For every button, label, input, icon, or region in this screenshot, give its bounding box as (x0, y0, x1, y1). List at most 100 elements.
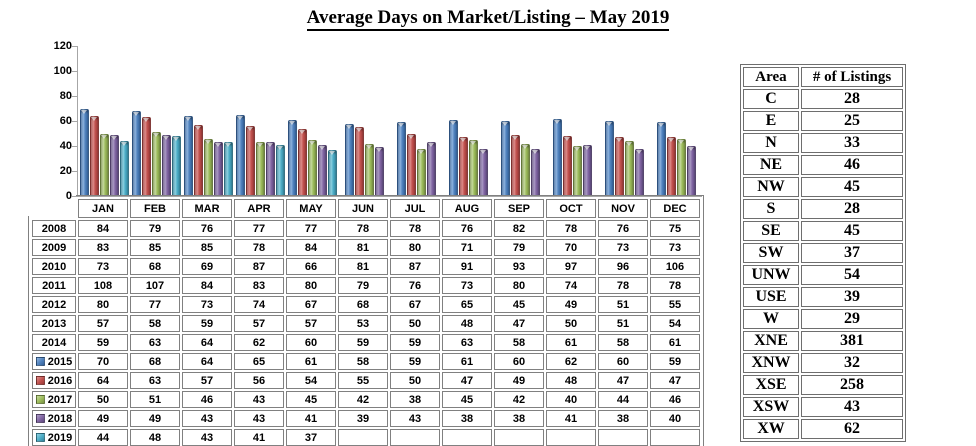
value-cell-2014-nov: 58 (598, 334, 648, 351)
value-cell-2013-dec: 54 (650, 315, 700, 332)
bar-2016-sep (510, 134, 520, 196)
y-tick-mark (72, 96, 77, 97)
bar-top-notch (512, 135, 518, 140)
value-cell-2015-apr: 65 (234, 353, 284, 370)
bar-2016-jan (89, 116, 99, 196)
count-cell: 28 (801, 89, 903, 109)
area-cell: USE (743, 287, 799, 307)
value-cell-2011-jan: 108 (78, 277, 128, 294)
bar-2016-apr (245, 126, 255, 196)
listings-row-e: E 25 (743, 111, 903, 131)
bar-top-notch (584, 145, 590, 150)
month-header-feb: FEB (130, 199, 180, 218)
value-cell-2012-dec: 55 (650, 296, 700, 313)
bar-2018-dec (686, 146, 696, 196)
bar-top-notch (299, 129, 305, 134)
area-cell: S (743, 199, 799, 219)
value-cell-2011-may: 80 (286, 277, 336, 294)
value-cell-2019-mar: 43 (182, 429, 232, 446)
y-tick-mark (72, 171, 77, 172)
bar-top-notch (101, 134, 107, 139)
value-cell-2014-apr: 62 (234, 334, 284, 351)
month-header-mar: MAR (182, 199, 232, 218)
value-cell-2019-jun (338, 429, 388, 446)
month-header-may: MAY (286, 199, 336, 218)
value-cell-2014-jul: 59 (390, 334, 440, 351)
bar-top-notch (205, 139, 211, 144)
bar-top-notch (185, 117, 191, 121)
bar-top-notch (564, 137, 570, 141)
count-cell: 37 (801, 243, 903, 263)
bar-2016-may (297, 128, 307, 196)
bar-top-notch (277, 145, 283, 150)
bar-2019-apr (275, 144, 285, 196)
value-cell-2010-dec: 106 (650, 258, 700, 275)
value-cell-2016-sep: 49 (494, 372, 544, 389)
bar-top-notch (319, 145, 325, 150)
value-cell-2015-sep: 60 (494, 353, 544, 370)
bar-2019-jan (119, 141, 129, 196)
bar-top-notch (366, 144, 372, 149)
count-cell: 54 (801, 265, 903, 285)
value-cell-2016-jul: 50 (390, 372, 440, 389)
bar-2017-jul (416, 148, 426, 196)
month-header-sep: SEP (494, 199, 544, 218)
legend-key-2018 (35, 413, 45, 423)
bar-2018-feb (161, 134, 171, 196)
bar-2016-mar (193, 124, 203, 196)
year-row-2012: 2012 80 77 73 74 67 68 67 65 45 49 51 55 (32, 296, 700, 313)
bar-top-notch (173, 137, 179, 141)
area-cell: XSW (743, 397, 799, 417)
listings-row-s: S 28 (743, 199, 903, 219)
listings-header-row: Area # of Listings (743, 67, 903, 87)
value-cell-2013-feb: 58 (130, 315, 180, 332)
y-tick-mark (72, 121, 77, 122)
bar-2015-jan (79, 108, 89, 196)
year-row-2013: 2013 57 58 59 57 57 53 50 48 47 50 51 54 (32, 315, 700, 332)
y-tick-label: 60 (59, 115, 72, 127)
bar-top-notch (678, 139, 684, 144)
value-cell-2015-may: 61 (286, 353, 336, 370)
bar-top-notch (111, 135, 117, 140)
value-cell-2013-apr: 57 (234, 315, 284, 332)
bar-top-notch (554, 119, 560, 124)
value-cell-2014-aug: 63 (442, 334, 492, 351)
bar-2017-sep (520, 143, 530, 196)
value-cell-2012-oct: 49 (546, 296, 596, 313)
listings-row-xnw: XNW 32 (743, 353, 903, 373)
value-cell-2018-aug: 38 (442, 410, 492, 427)
y-tick-mark (72, 46, 77, 47)
value-cell-2018-dec: 40 (650, 410, 700, 427)
value-cell-2012-aug: 65 (442, 296, 492, 313)
value-cell-2012-jul: 67 (390, 296, 440, 313)
value-cell-2019-may: 37 (286, 429, 336, 446)
bar-top-notch (626, 142, 632, 146)
year-label-2015: 2015 (32, 353, 76, 370)
bar-2018-mar (213, 142, 223, 196)
value-cell-2011-jul: 76 (390, 277, 440, 294)
bar-2017-oct (572, 146, 582, 196)
bar-top-notch (480, 149, 486, 154)
value-cell-2008-aug: 76 (442, 220, 492, 237)
bar-top-notch (81, 109, 87, 114)
value-cell-2018-jun: 39 (338, 410, 388, 427)
listings-row-xsw: XSW 43 (743, 397, 903, 417)
value-cell-2009-nov: 73 (598, 239, 648, 256)
value-cell-2012-may: 67 (286, 296, 336, 313)
value-cell-2016-oct: 48 (546, 372, 596, 389)
value-cell-2013-jan: 57 (78, 315, 128, 332)
y-tick-mark (72, 146, 77, 147)
bar-top-notch (289, 120, 295, 125)
value-cell-2009-may: 84 (286, 239, 336, 256)
value-cell-2017-feb: 51 (130, 391, 180, 408)
bar-2017-aug (468, 139, 478, 196)
bar-2017-nov (624, 141, 634, 196)
year-row-2009: 2009 83 85 85 78 84 81 80 71 79 70 73 73 (32, 239, 700, 256)
value-cell-2015-aug: 61 (442, 353, 492, 370)
value-cell-2013-nov: 51 (598, 315, 648, 332)
value-cell-2014-feb: 63 (130, 334, 180, 351)
year-label-2016: 2016 (32, 372, 76, 389)
month-header-jun: JUN (338, 199, 388, 218)
count-cell: 32 (801, 353, 903, 373)
value-cell-2017-nov: 44 (598, 391, 648, 408)
